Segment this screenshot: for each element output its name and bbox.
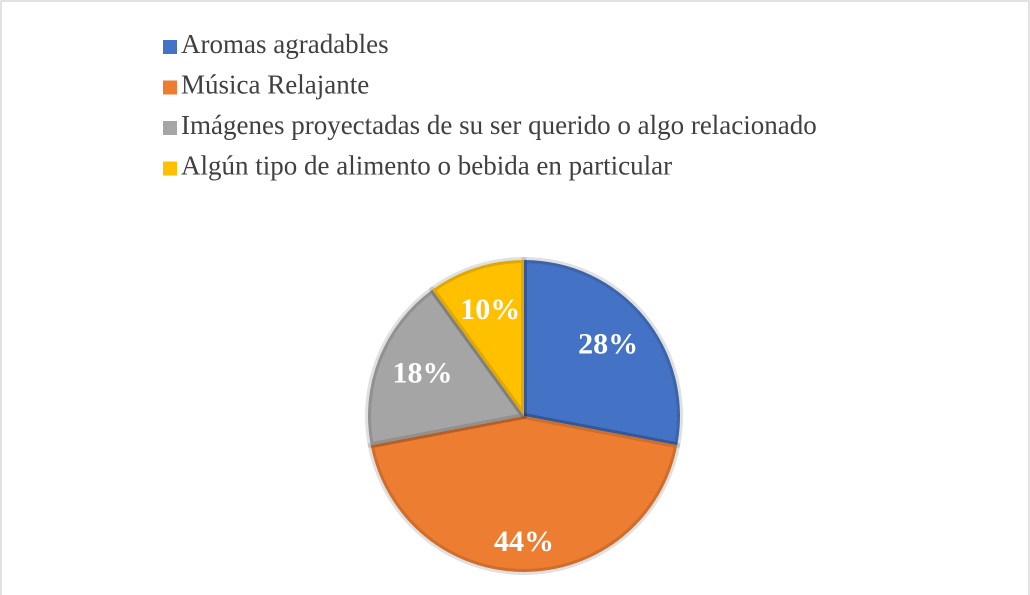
- legend-label: Aromas agradables: [181, 29, 389, 59]
- legend-swatch: [163, 161, 177, 176]
- pie-slice: [429, 257, 527, 419]
- pie-slice: [521, 257, 683, 449]
- data-label: 18%: [392, 357, 452, 390]
- legend-swatch: [163, 121, 177, 135]
- legend-label: Imágenes proyectadas de su ser querido o…: [181, 110, 817, 140]
- legend-swatch: [163, 80, 177, 95]
- pie-slice: [367, 413, 681, 575]
- data-label: 44%: [494, 525, 554, 558]
- pie-slice: [365, 286, 527, 449]
- legend-swatch: [163, 40, 177, 54]
- data-label: 28%: [578, 327, 638, 360]
- legend-label: Algún tipo de alimento o bebida en parti…: [181, 151, 672, 181]
- data-label: 10%: [460, 293, 520, 326]
- legend-label: Música Relajante: [181, 70, 369, 100]
